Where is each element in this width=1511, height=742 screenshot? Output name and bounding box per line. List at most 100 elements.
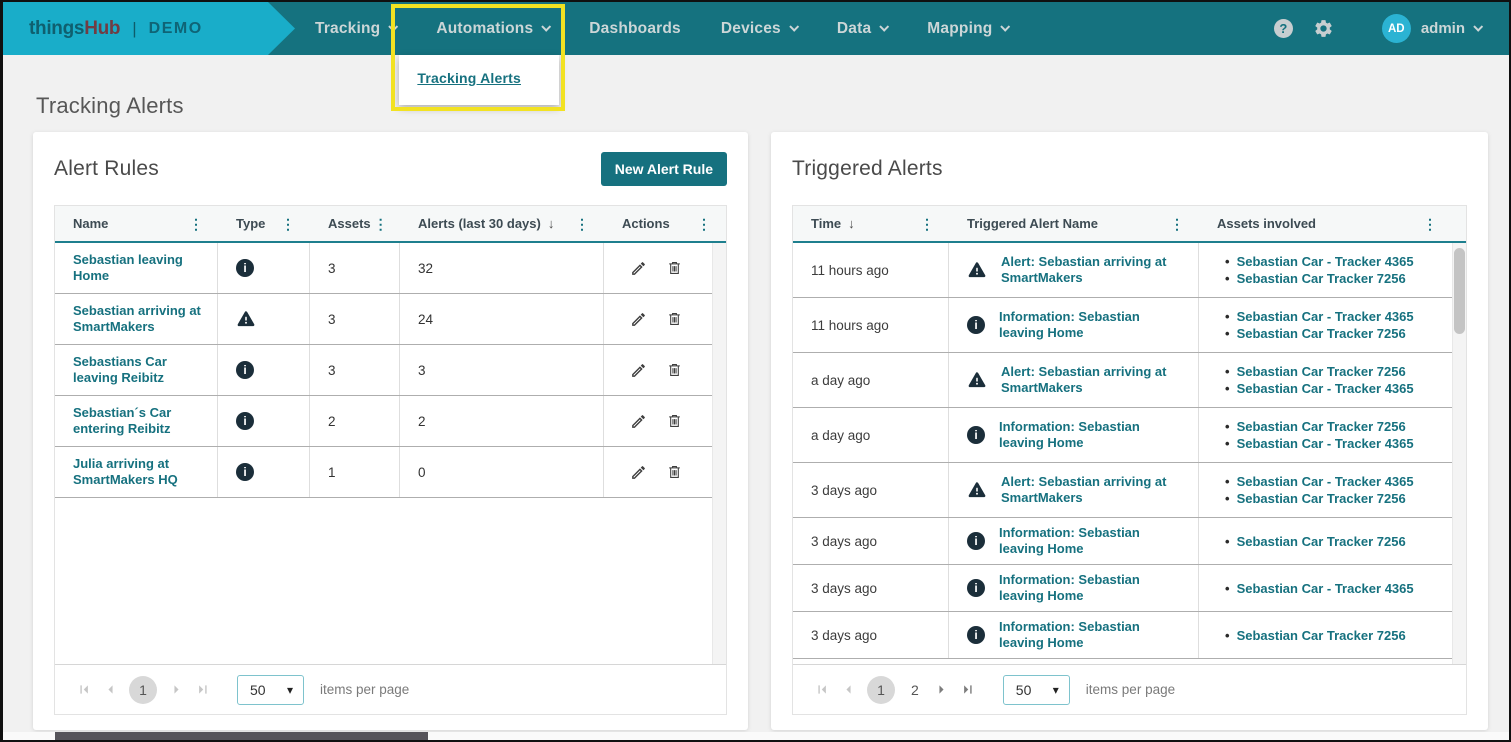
- asset-involved-link[interactable]: Sebastian Car Tracker 7256: [1225, 418, 1414, 435]
- asset-involved-link[interactable]: Sebastian Car Tracker 7256: [1225, 325, 1414, 342]
- asset-involved-link[interactable]: Sebastian Car - Tracker 4365: [1225, 308, 1414, 325]
- current-page-button[interactable]: 1: [129, 675, 157, 704]
- last-page-button[interactable]: [955, 677, 981, 703]
- asset-involved-link[interactable]: Sebastian Car Tracker 7256: [1225, 270, 1414, 287]
- asset-involved-link[interactable]: Sebastian Car - Tracker 4365: [1225, 580, 1414, 597]
- first-page-button[interactable]: [809, 677, 835, 703]
- rule-type-cell: [218, 447, 310, 497]
- asset-involved-link[interactable]: Sebastian Car Tracker 7256: [1225, 627, 1406, 644]
- alert-rule-row: Julia arriving at SmartMakers HQ 1 0: [55, 447, 726, 498]
- edit-rule-button[interactable]: [628, 309, 649, 330]
- column-menu-icon[interactable]: [1420, 215, 1440, 233]
- asset-involved-link[interactable]: Sebastian Car - Tracker 4365: [1225, 473, 1414, 490]
- warning-icon: [968, 372, 986, 388]
- column-menu-icon[interactable]: [917, 215, 937, 233]
- rule-name-link[interactable]: Julia arriving at SmartMakers HQ: [73, 456, 178, 487]
- alert-rules-panel: Alert Rules New Alert Rule Name Type Ass…: [33, 132, 748, 730]
- column-menu-icon[interactable]: [572, 215, 592, 233]
- gear-icon[interactable]: [1313, 18, 1334, 39]
- column-menu-icon[interactable]: [371, 215, 391, 233]
- first-page-button[interactable]: [71, 677, 97, 703]
- prev-page-button[interactable]: [97, 677, 123, 703]
- column-header-assets-involved[interactable]: Assets involved: [1199, 206, 1452, 241]
- alert-rules-grid: Name Type Assets Alerts (last 30 days) ↓: [54, 205, 727, 715]
- rule-alerts-count: 2: [418, 413, 426, 429]
- column-header-type[interactable]: Type: [218, 206, 310, 241]
- user-avatar[interactable]: AD: [1381, 14, 1411, 43]
- brand-logo[interactable]: things Hub | DEMO: [3, 2, 295, 55]
- column-menu-icon[interactable]: [186, 215, 206, 233]
- rule-name-link[interactable]: Sebastian arriving at SmartMakers: [73, 303, 201, 334]
- prev-page-button[interactable]: [835, 677, 861, 703]
- triggered-alert-name-link[interactable]: Information: Sebastian leaving Home: [999, 572, 1140, 603]
- brand-secondary: Hub: [84, 17, 121, 39]
- next-page-button[interactable]: [929, 677, 955, 703]
- asset-involved-link[interactable]: Sebastian Car Tracker 7256: [1225, 490, 1414, 507]
- edit-rule-button[interactable]: [628, 258, 649, 279]
- triggered-alert-row: 3 days ago Information: Sebastian leaving…: [793, 612, 1452, 659]
- triggered-alert-name-link[interactable]: Information: Sebastian leaving Home: [999, 619, 1140, 650]
- column-menu-icon[interactable]: [278, 215, 298, 233]
- triggered-alert-name-link[interactable]: Information: Sebastian leaving Home: [999, 419, 1140, 450]
- rule-name-link[interactable]: Sebastian leaving Home: [73, 252, 183, 283]
- delete-rule-button[interactable]: [664, 257, 685, 279]
- page-size-select[interactable]: 50: [237, 674, 304, 705]
- column-header-assets[interactable]: Assets: [310, 206, 400, 241]
- column-header-actions[interactable]: Actions: [604, 206, 726, 241]
- page-2-button[interactable]: 2: [911, 681, 919, 698]
- alert-time: 3 days ago: [811, 580, 878, 596]
- new-alert-rule-button[interactable]: New Alert Rule: [600, 151, 727, 186]
- asset-involved-link[interactable]: Sebastian Car - Tracker 4365: [1225, 253, 1414, 270]
- column-menu-icon[interactable]: [694, 215, 714, 233]
- asset-involved-link[interactable]: Sebastian Car - Tracker 4365: [1225, 435, 1414, 452]
- triggered-alert-name-link[interactable]: Alert: Sebastian arriving at SmartMakers: [1001, 254, 1167, 285]
- horizontal-scrollbar-track: [3, 732, 1509, 740]
- help-icon[interactable]: [1273, 19, 1293, 38]
- alert-rules-grid-body: Sebastian leaving Home 3 32 Sebastian arriv…: [55, 243, 726, 664]
- user-menu[interactable]: admin: [1421, 20, 1484, 37]
- rule-name-link[interactable]: Sebastian´s Car entering Reibitz: [73, 405, 172, 436]
- asset-involved-link[interactable]: Sebastian Car Tracker 7256: [1225, 533, 1406, 550]
- nav-item-mapping[interactable]: Mapping: [907, 2, 1028, 55]
- triggered-alert-name-link[interactable]: Alert: Sebastian arriving at SmartMakers: [1001, 364, 1167, 395]
- page-size-select[interactable]: 50: [1002, 674, 1070, 705]
- edit-rule-button[interactable]: [628, 462, 649, 483]
- column-header-triggered-name[interactable]: Triggered Alert Name: [949, 206, 1199, 241]
- edit-rule-button[interactable]: [628, 411, 649, 432]
- vertical-scrollbar-thumb[interactable]: [1454, 248, 1465, 334]
- last-page-button[interactable]: [189, 677, 215, 703]
- warning-icon: [237, 311, 255, 327]
- column-header-name[interactable]: Name: [55, 206, 218, 241]
- nav-item-tracking[interactable]: Tracking: [295, 2, 416, 55]
- triggered-alert-name-link[interactable]: Alert: Sebastian arriving at SmartMakers: [1001, 474, 1167, 505]
- asset-involved-link[interactable]: Sebastian Car - Tracker 4365: [1225, 380, 1414, 397]
- rule-assets-count: 3: [328, 260, 336, 276]
- header-actions: AD admin: [1273, 2, 1509, 55]
- nav-item-automations[interactable]: Automations Tracking Alerts: [391, 2, 569, 111]
- chevron-down-icon: [1000, 21, 1011, 32]
- nav-item-dashboards[interactable]: Dashboards: [589, 19, 681, 37]
- edit-rule-button[interactable]: [628, 360, 649, 381]
- rule-name-link[interactable]: Sebastians Car leaving Reibitz: [73, 354, 167, 385]
- rule-alerts-count: 32: [418, 260, 434, 276]
- delete-rule-button[interactable]: [664, 410, 685, 432]
- next-page-button[interactable]: [163, 677, 189, 703]
- current-page-button[interactable]: 1: [867, 675, 895, 704]
- menu-item-tracking-alerts[interactable]: Tracking Alerts: [417, 70, 521, 86]
- triggered-alert-name-link[interactable]: Information: Sebastian leaving Home: [999, 309, 1140, 340]
- info-icon: [967, 626, 985, 644]
- delete-rule-button[interactable]: [664, 461, 685, 483]
- delete-rule-button[interactable]: [664, 359, 685, 381]
- delete-rule-button[interactable]: [664, 308, 685, 330]
- main-nav: Tracking Automations Tracking Alerts Das…: [295, 2, 1028, 111]
- triggered-alert-name-link[interactable]: Information: Sebastian leaving Home: [999, 525, 1140, 556]
- column-menu-icon[interactable]: [1167, 215, 1187, 233]
- chevron-down-icon: [541, 21, 552, 32]
- column-header-alerts[interactable]: Alerts (last 30 days) ↓: [400, 206, 604, 241]
- column-header-time[interactable]: Time ↓: [793, 206, 949, 241]
- nav-item-devices[interactable]: Devices: [701, 2, 817, 55]
- horizontal-scrollbar-thumb[interactable]: [55, 732, 428, 740]
- asset-involved-link[interactable]: Sebastian Car Tracker 7256: [1225, 363, 1414, 380]
- nav-item-data[interactable]: Data: [817, 2, 907, 55]
- triggered-alerts-panel: Triggered Alerts Time ↓ Triggered Alert …: [771, 132, 1488, 730]
